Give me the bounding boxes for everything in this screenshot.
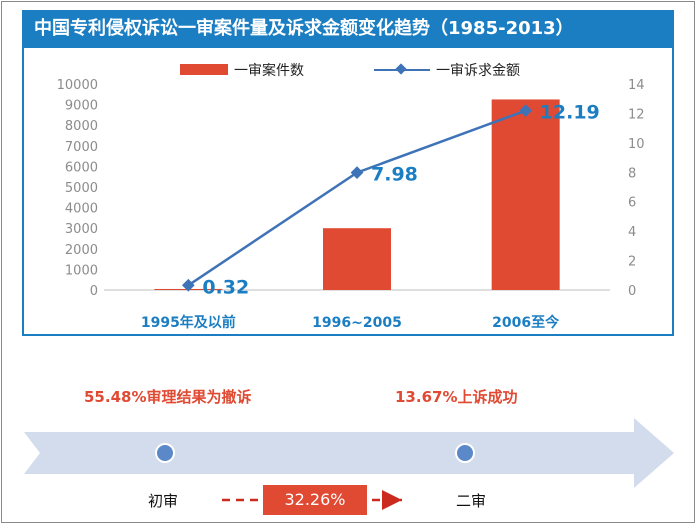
category-label: 1996~2005 xyxy=(312,315,402,331)
left-axis-tick-label: 10000 xyxy=(57,78,98,93)
right-axis-tick-label: 8 xyxy=(628,166,636,181)
left-axis-tick-label: 5000 xyxy=(65,181,98,196)
timeline-node-appeal xyxy=(455,443,475,463)
appeal-success-stat: 13.67%上诉成功 xyxy=(395,388,518,406)
withdrawal-stat: 55.48%审理结果为撤诉 xyxy=(84,388,252,406)
bar-case-count xyxy=(491,99,560,290)
right-axis-tick-label: 6 xyxy=(628,196,636,211)
claim-amount-data-label: 12.19 xyxy=(540,102,600,124)
left-axis-tick-label: 6000 xyxy=(65,160,98,175)
left-axis-tick-label: 0 xyxy=(90,284,98,299)
claim-amount-data-label: 7.98 xyxy=(371,164,418,186)
transition-percent-badge: 32.26% xyxy=(263,485,367,515)
left-axis-tick-label: 8000 xyxy=(65,119,98,134)
left-axis-tick-label: 9000 xyxy=(65,99,98,114)
timeline-arrow xyxy=(24,418,674,488)
initial-trial-label: 初审 xyxy=(148,492,179,510)
right-axis-tick-label: 2 xyxy=(628,255,636,270)
legend-bar-swatch xyxy=(180,64,228,75)
right-axis-tick-label: 12 xyxy=(628,107,645,122)
right-axis-tick-label: 0 xyxy=(628,284,636,299)
left-axis-tick-label: 7000 xyxy=(65,140,98,155)
claim-amount-data-label: 0.32 xyxy=(202,276,249,298)
left-axis-tick-label: 4000 xyxy=(65,202,98,217)
right-axis-tick-label: 14 xyxy=(628,78,645,93)
right-axis-tick-label: 4 xyxy=(628,225,636,240)
claim-amount-point xyxy=(181,278,195,292)
chart-box xyxy=(22,48,674,336)
chart-title: 中国专利侵权诉讼一审案件量及诉求金额变化趋势（1985-2013） xyxy=(22,10,674,48)
category-label: 1995年及以前 xyxy=(141,314,236,331)
legend-bar-label: 一审案件数 xyxy=(234,62,304,79)
right-axis-tick-label: 10 xyxy=(628,137,645,152)
legend-line-label: 一审诉求金额 xyxy=(436,63,520,79)
claim-amount-point xyxy=(350,166,364,179)
left-axis-tick-label: 1000 xyxy=(65,263,98,278)
category-label: 2006至今 xyxy=(492,314,559,331)
second-trial-label: 二审 xyxy=(456,492,487,510)
legend-line-marker xyxy=(395,63,407,75)
left-axis-tick-label: 2000 xyxy=(65,243,98,258)
timeline-node-initial xyxy=(155,443,175,463)
left-axis-tick-label: 3000 xyxy=(65,222,98,237)
bar-case-count xyxy=(323,228,391,290)
